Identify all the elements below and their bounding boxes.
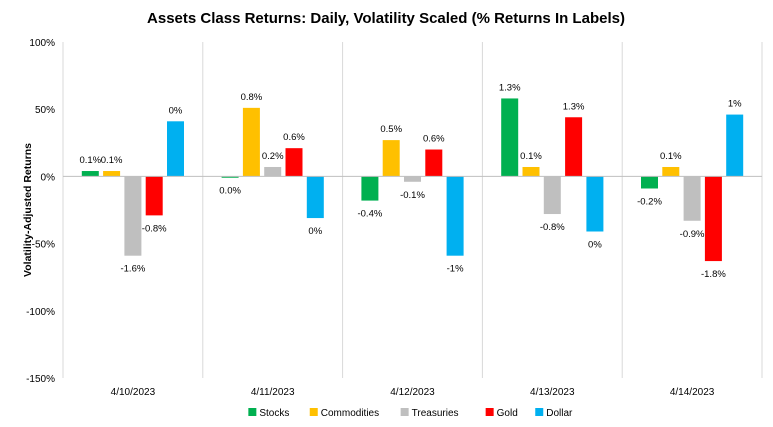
y-tick-label: 100% — [29, 38, 55, 49]
bar-commodities — [242, 107, 260, 177]
x-tick-label: 4/13/2023 — [530, 387, 575, 398]
bar-commodities — [103, 171, 121, 177]
data-label: 0.1% — [79, 155, 101, 166]
bar-commodities — [382, 140, 400, 177]
legend-label-dollar: Dollar — [546, 408, 573, 419]
x-tick-label: 4/10/2023 — [111, 387, 156, 398]
data-label: -0.9% — [680, 229, 705, 240]
bar-treasuries — [124, 176, 142, 256]
data-label: 0.2% — [262, 151, 284, 162]
legend-swatch-dollar — [535, 408, 544, 416]
bar-treasuries — [404, 176, 421, 182]
y-tick-label: -150% — [26, 374, 55, 385]
x-tick-label: 4/11/2023 — [251, 387, 295, 398]
legend-swatch-treasuries — [400, 408, 409, 416]
data-label: 0.1% — [101, 155, 123, 166]
bar-dollar — [167, 121, 184, 177]
bar-dollar — [306, 176, 324, 219]
data-label: 0% — [588, 240, 602, 251]
bar-dollar — [446, 176, 464, 256]
legend-swatch-commodities — [309, 408, 318, 416]
data-label: -0.2% — [637, 196, 662, 207]
y-axis-label: Volatility-Adjusted Returns — [22, 143, 34, 277]
legend-label-gold: Gold — [497, 408, 518, 419]
legend-label-treasuries: Treasuries — [412, 408, 459, 419]
bar-commodities — [662, 166, 680, 177]
bar-gold — [285, 148, 303, 177]
legend-label-commodities: Commodities — [321, 408, 379, 419]
legend-label-stocks: Stocks — [259, 408, 289, 419]
bar-treasuries — [264, 166, 282, 177]
bar-dollar — [726, 114, 744, 177]
data-label: 0.1% — [660, 151, 682, 162]
bar-stocks — [361, 176, 379, 201]
bar-treasuries — [543, 176, 561, 215]
legend-swatch-stocks — [248, 408, 257, 416]
x-tick-label: 4/12/2023 — [390, 387, 435, 398]
bar-commodities — [522, 166, 540, 177]
x-tick-label: 4/14/2023 — [670, 387, 715, 398]
bar-stocks — [221, 176, 239, 178]
data-label: -0.8% — [540, 222, 565, 233]
y-tick-label: 50% — [35, 105, 55, 116]
legend-swatch-gold — [485, 408, 494, 416]
data-label: 0.5% — [380, 124, 402, 135]
data-label: 1.3% — [499, 82, 521, 93]
legend: Stocks Commodities Treasuries Gold Dollar — [248, 408, 573, 419]
bar-gold — [565, 117, 583, 177]
data-label: -1% — [447, 264, 464, 275]
data-label: 0% — [308, 226, 322, 237]
y-tick-label: -100% — [26, 307, 55, 318]
chart-title: Assets Class Returns: Daily, Volatility … — [147, 10, 625, 27]
bar-gold — [704, 176, 722, 262]
data-label: 1% — [728, 99, 742, 110]
data-label: -0.1% — [400, 190, 425, 201]
data-label: 0.6% — [283, 132, 305, 143]
data-label: 0.6% — [423, 134, 445, 145]
data-label: 0.8% — [241, 92, 263, 103]
data-label: 0.1% — [520, 151, 542, 162]
y-tick-label: 0% — [41, 172, 56, 183]
bar-treasuries — [683, 176, 701, 221]
y-tick-label: -50% — [32, 240, 55, 251]
bar-gold — [145, 176, 163, 216]
data-label: -0.4% — [357, 209, 382, 220]
data-label: -0.8% — [142, 223, 167, 234]
data-label: -1.6% — [120, 264, 145, 275]
plot-area: 100% 50% 0% -50% -100% -150% 4/10/2023 4/11/202… — [26, 38, 763, 398]
data-label: 0.0% — [219, 186, 241, 197]
bar-gold — [425, 149, 443, 177]
bar-dollar — [586, 176, 604, 232]
data-label: 0% — [169, 105, 183, 116]
data-label: 1.3% — [563, 101, 585, 112]
bar-stocks — [81, 171, 99, 177]
bar-stocks — [501, 98, 519, 177]
data-label: -1.8% — [701, 269, 726, 280]
bar-stocks — [641, 176, 658, 189]
